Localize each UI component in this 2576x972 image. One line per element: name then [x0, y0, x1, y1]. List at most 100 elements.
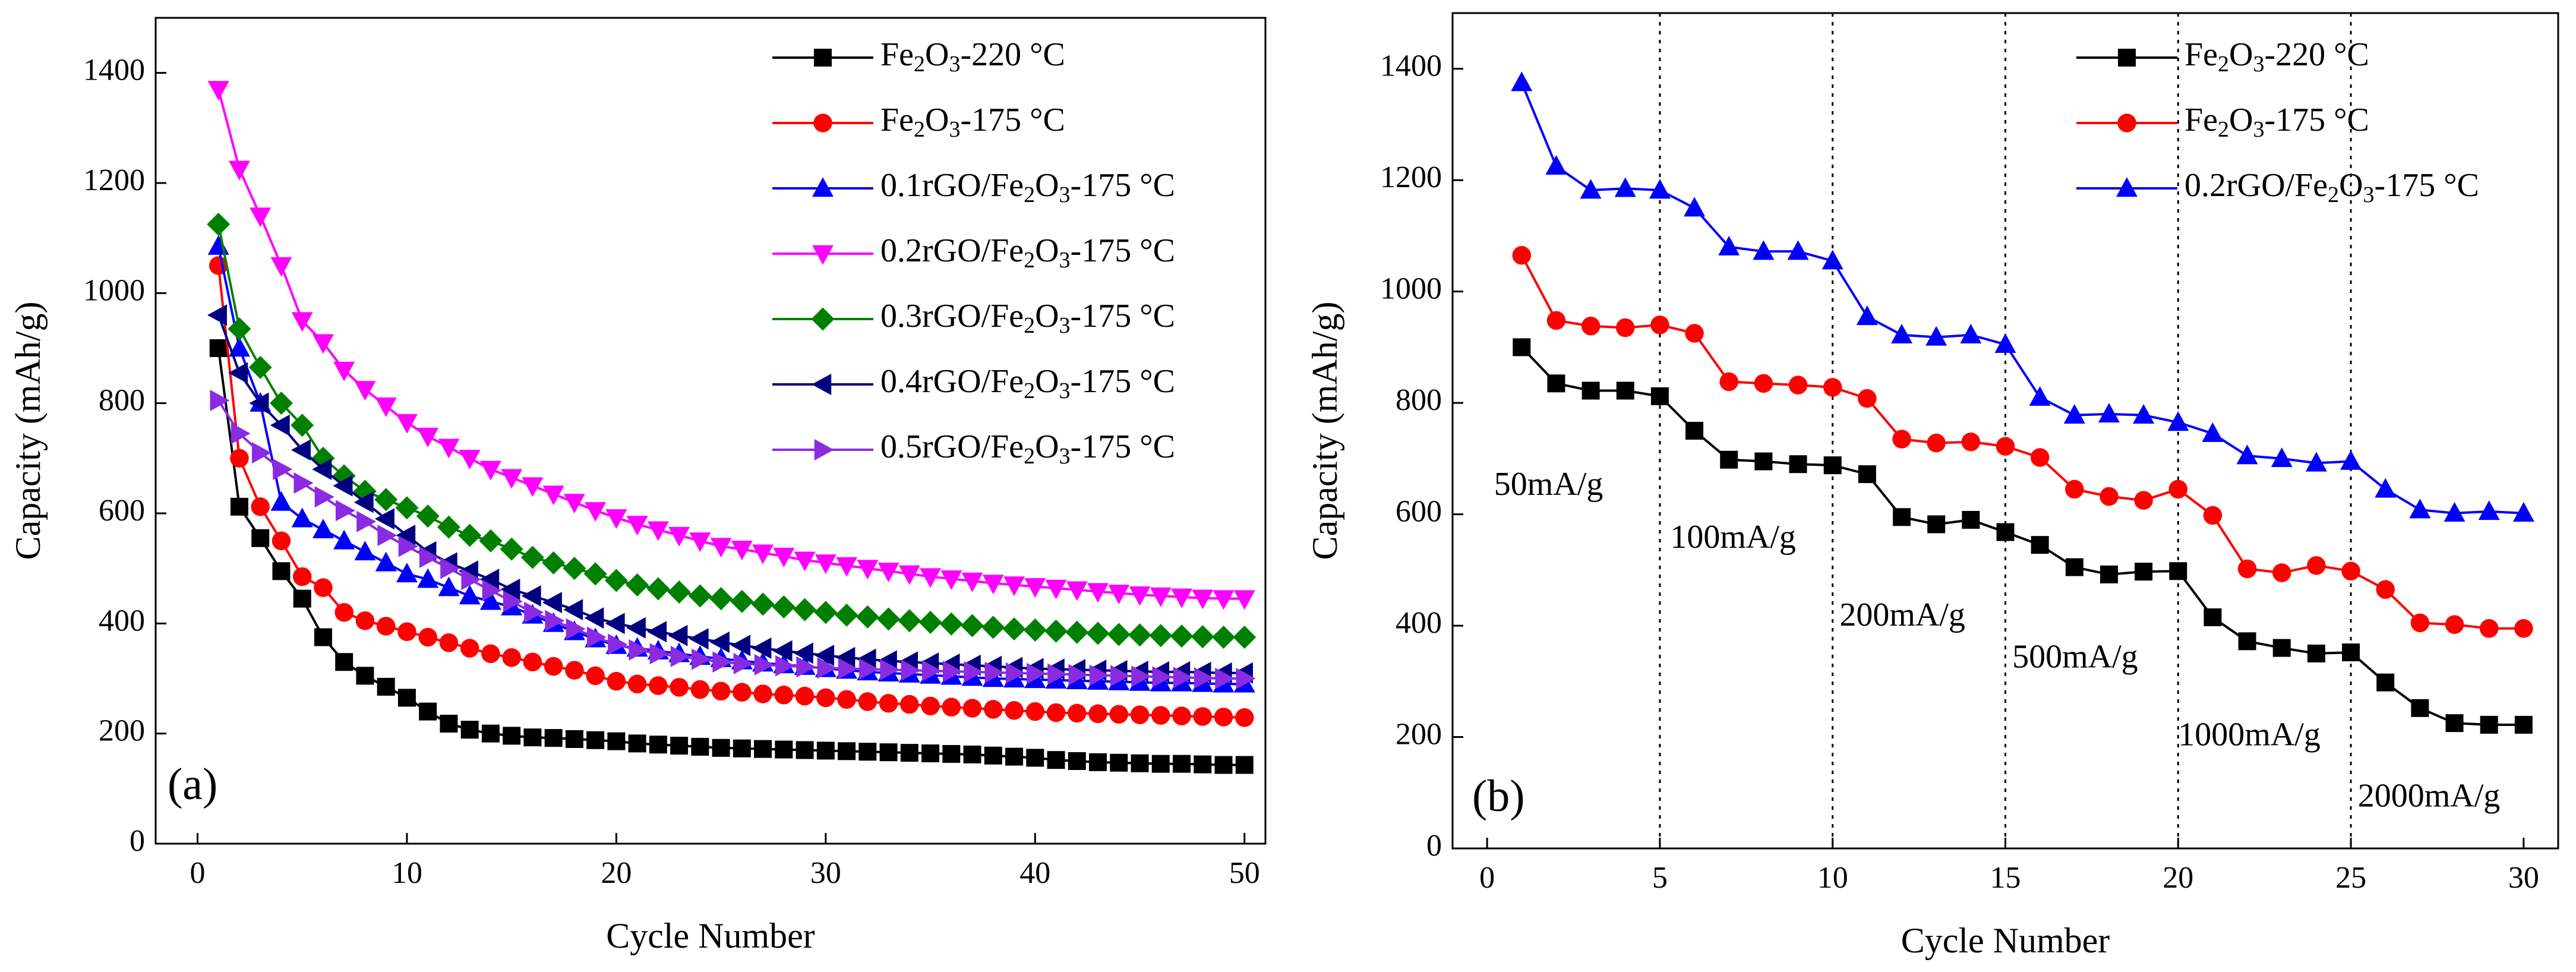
data-point — [877, 563, 899, 583]
data-point — [838, 658, 858, 680]
data-point — [1719, 372, 1738, 392]
data-point — [962, 699, 982, 718]
legend-label: 0.2rGO/Fe2O3-175 °C — [2184, 167, 2479, 207]
data-point — [816, 688, 835, 708]
data-point — [670, 645, 690, 667]
data-point — [503, 727, 521, 745]
data-point — [500, 578, 520, 600]
data-point — [249, 392, 269, 414]
data-point — [1580, 179, 1602, 199]
data-point — [607, 732, 626, 750]
data-point — [228, 160, 250, 181]
data-point — [1108, 585, 1130, 605]
data-point — [1068, 752, 1086, 770]
data-point — [293, 472, 314, 494]
data-point — [793, 642, 813, 664]
y-tick-label: 600 — [99, 494, 145, 528]
data-point — [900, 695, 919, 714]
data-point — [1787, 240, 1809, 260]
data-point — [1109, 705, 1129, 724]
y-tick-label: 800 — [99, 384, 145, 418]
data-point — [1152, 666, 1172, 688]
data-point — [1003, 576, 1025, 597]
legend-label: Fe2O3-175 °C — [2184, 102, 2369, 142]
panel-label: (a) — [168, 759, 217, 809]
data-point — [1047, 751, 1065, 769]
data-point — [2118, 49, 2136, 67]
data-point — [1511, 71, 1533, 91]
data-point — [815, 645, 835, 667]
y-tick-label: 400 — [99, 604, 145, 638]
data-point — [1858, 389, 1877, 408]
data-point — [1213, 590, 1235, 610]
data-point — [2135, 563, 2153, 581]
data-point — [2203, 506, 2223, 525]
data-point — [2031, 536, 2049, 554]
data-point — [649, 736, 667, 754]
data-point — [440, 557, 460, 579]
data-point — [1149, 624, 1173, 648]
data-point — [251, 529, 270, 547]
data-point — [961, 572, 983, 592]
data-point — [397, 622, 416, 641]
data-point — [1616, 381, 1634, 400]
data-point — [396, 563, 418, 583]
y-tick-label: 0 — [1426, 829, 1442, 863]
data-point — [667, 580, 691, 604]
data-point — [2307, 556, 2326, 575]
x-tick-label: 30 — [810, 856, 841, 890]
y-tick-label: 200 — [99, 714, 145, 748]
data-point — [1173, 667, 1193, 689]
data-point — [419, 702, 437, 721]
data-point — [814, 439, 834, 460]
data-point — [752, 544, 774, 564]
x-axis-label: Cycle Number — [1901, 921, 2110, 960]
panel-b: 0 200 400 600 800 1000 1200 1400 0 5 10 15 20 25 30 Cyc… — [1305, 12, 2559, 960]
data-point — [1086, 621, 1110, 645]
data-point — [566, 618, 586, 640]
data-point — [231, 422, 251, 444]
data-point — [2169, 562, 2187, 580]
data-point — [607, 671, 626, 691]
data-point — [565, 730, 583, 748]
data-point — [228, 317, 251, 341]
data-point — [775, 655, 795, 677]
x-tick-label: 5 — [1652, 861, 1668, 895]
data-point — [1212, 626, 1236, 649]
data-point — [314, 578, 333, 597]
data-point — [2478, 500, 2500, 520]
x-tick-label: 20 — [601, 856, 632, 890]
data-point — [521, 585, 541, 607]
data-point — [774, 686, 794, 705]
data-point — [479, 590, 501, 610]
data-point — [1024, 577, 1046, 598]
legend-label: 0.3rGO/Fe2O3-175 °C — [880, 298, 1175, 338]
data-point — [523, 652, 542, 671]
y-tick-label: 1400 — [83, 53, 145, 87]
data-point — [291, 439, 311, 461]
data-point — [2411, 699, 2429, 717]
rate-label: 100mA/g — [1670, 519, 1796, 556]
legend-label: Fe2O3-220 °C — [880, 36, 1065, 77]
data-point — [251, 442, 272, 464]
data-point — [333, 361, 355, 381]
data-point — [418, 627, 437, 647]
data-point — [1173, 755, 1191, 773]
data-point — [2168, 479, 2188, 499]
legend-label: 0.5rGO/Fe2O3-175 °C — [880, 428, 1175, 469]
data-point — [272, 562, 291, 580]
panel-a: 0 200 400 600 800 1000 1200 1400 0 10 20 30 40 50 Cycl… — [8, 17, 1267, 955]
y-tick-label: 1400 — [1380, 49, 1442, 83]
data-point — [1858, 465, 1876, 484]
data-point — [2444, 501, 2465, 522]
data-point — [1546, 311, 1566, 330]
x-tick-label: 15 — [1990, 861, 2021, 895]
data-point — [544, 729, 563, 747]
series — [210, 390, 1256, 689]
data-point — [291, 507, 313, 528]
data-point — [2340, 450, 2362, 470]
data-point — [374, 508, 394, 530]
data-point — [942, 698, 961, 717]
data-point — [1960, 324, 1982, 344]
data-point — [670, 737, 689, 755]
